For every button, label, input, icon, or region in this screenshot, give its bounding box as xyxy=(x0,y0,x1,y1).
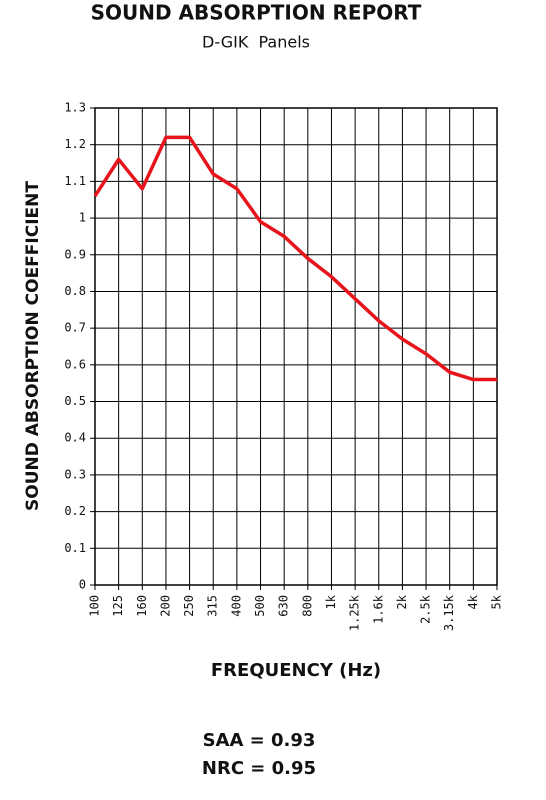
data-line xyxy=(93,135,497,382)
x-tick-label: 500 xyxy=(253,595,267,617)
x-tick-label: 1.25k xyxy=(348,594,362,631)
x-axis-label: FREQUENCY (Hz) xyxy=(211,660,381,681)
x-tick-label: 3.15k xyxy=(442,594,456,631)
x-tick-label: 1k xyxy=(324,594,338,609)
y-tick-label: 1 xyxy=(79,211,86,225)
y-tick-label: 0.6 xyxy=(64,357,86,371)
chart-title: SOUND ABSORPTION REPORT xyxy=(91,1,422,25)
y-tick-label: 0.2 xyxy=(64,504,86,518)
x-tick-label: 400 xyxy=(229,595,243,617)
x-tick-label: 1.6k xyxy=(371,594,385,624)
y-axis-label: SOUND ABSORPTION COEFFICIENT xyxy=(23,181,43,511)
x-tick-label: 200 xyxy=(158,595,172,617)
annotation: NRC = 0.95 xyxy=(202,758,316,779)
x-tick-label: 2.5k xyxy=(419,594,433,624)
x-tick-label: 125 xyxy=(111,595,125,617)
y-tick-label: 1.2 xyxy=(64,137,86,151)
y-tick-label: 0.9 xyxy=(64,247,86,261)
y-tick-label: 0.8 xyxy=(64,284,86,298)
x-tick-label: 315 xyxy=(206,595,220,617)
x-tick-label: 630 xyxy=(277,595,291,617)
x-tick-label: 4k xyxy=(466,594,480,609)
y-tick-label: 0 xyxy=(79,578,86,592)
y-tick-label: 0.1 xyxy=(64,541,86,555)
x-tick-label: 5k xyxy=(490,594,504,609)
y-tick-label: 1.1 xyxy=(64,174,86,188)
y-tick-label: 1.3 xyxy=(64,101,86,115)
x-tick-label: 160 xyxy=(135,595,149,617)
y-tick-label: 0.5 xyxy=(64,394,86,408)
annotation: SAA = 0.93 xyxy=(203,730,316,751)
x-tick-label: 250 xyxy=(182,595,196,617)
y-tick-label: 0.3 xyxy=(64,467,86,481)
chart-subtitle: D-GIK Panels xyxy=(202,33,310,52)
x-tick-label: 100 xyxy=(88,595,102,617)
x-tick-label: 2k xyxy=(395,594,409,609)
y-tick-label: 0.7 xyxy=(64,321,86,335)
plot-border xyxy=(94,107,498,586)
x-tick-label: 800 xyxy=(300,595,314,617)
y-tick-label: 0.4 xyxy=(64,431,86,445)
